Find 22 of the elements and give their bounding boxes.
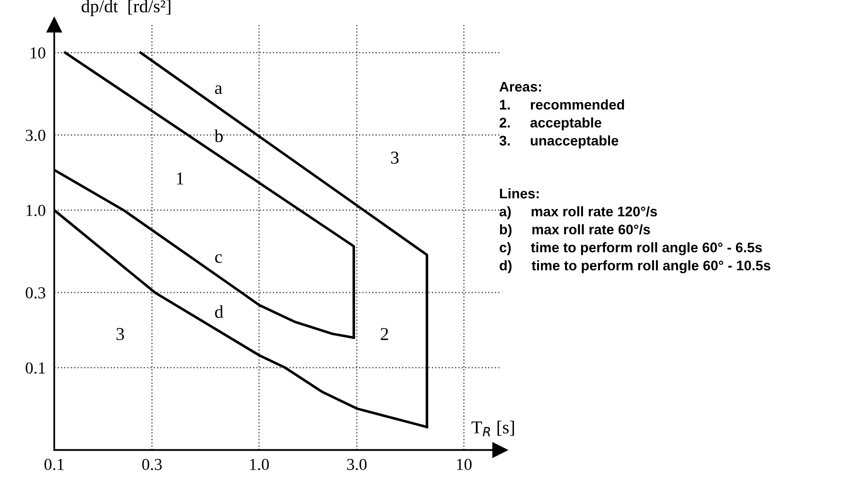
y-axis-title: dp/dt [rd/s²] — [82, 0, 170, 16]
series-label: c — [215, 254, 222, 263]
x-tick-label: 0.1 — [44, 458, 64, 470]
x-tick-label: 1.0 — [250, 458, 269, 470]
series-label: d — [215, 305, 224, 318]
y-tick-label: 3.0 — [26, 130, 46, 142]
x-axis-title: T$_{R}$ [s] — [472, 420, 514, 436]
x-tick-label: 0.3 — [142, 458, 162, 470]
annotation: Lines: a) max roll rate 120°/s b) max roll rate 60°/s c) time to perform roll angle 60° - 6.5s d) time to perform roll angle 60° - 10.5s — [500, 188, 770, 274]
y-tick-label: 0.1 — [26, 362, 45, 374]
annotation: 2 — [380, 328, 388, 340]
y-tick-label: 1.0 — [26, 204, 46, 216]
annotation: 3 — [116, 328, 124, 340]
y-tick-label: 10 — [30, 47, 46, 59]
series-label: b — [214, 129, 223, 142]
series-label: a — [215, 85, 222, 94]
x-tick-label: 10 — [457, 458, 472, 470]
x-tick-label: 3.0 — [347, 458, 367, 470]
annotation: 1 — [177, 172, 184, 184]
annotation: 3 — [391, 152, 399, 164]
y-tick-label: 0.3 — [26, 287, 46, 299]
annotation: Areas: 1. recommended 2. acceptable 3. unacceptable — [499, 82, 624, 148]
